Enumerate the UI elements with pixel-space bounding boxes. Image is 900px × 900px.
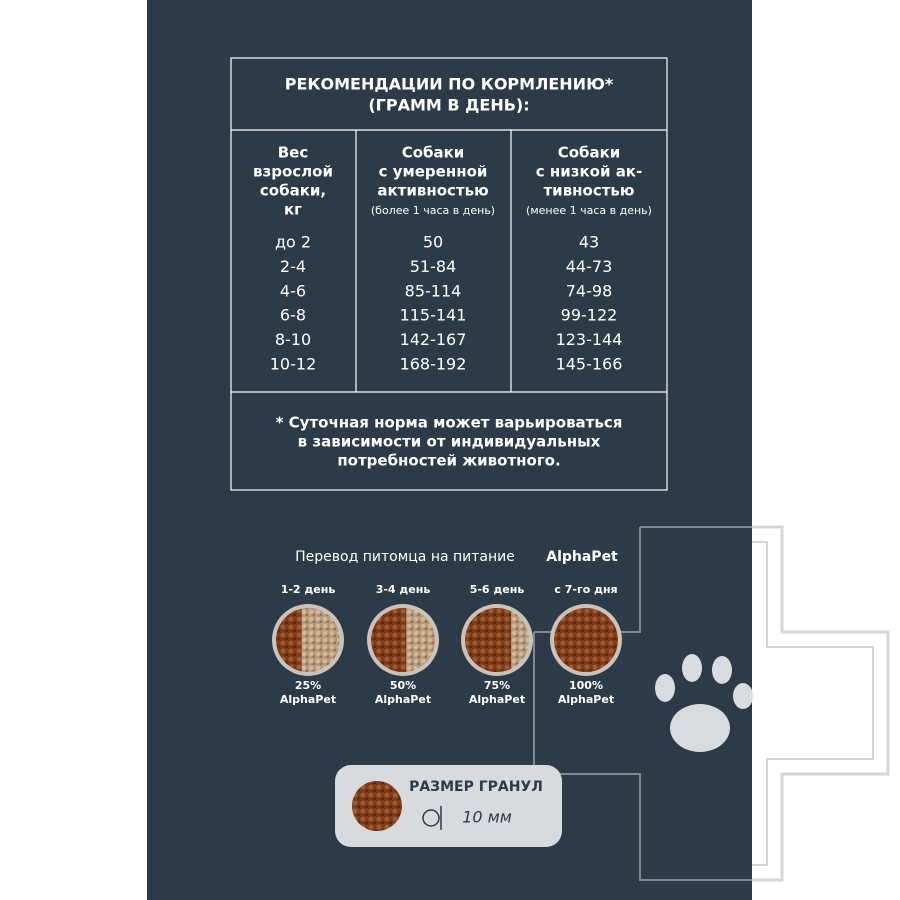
table-cell: 4-6 <box>280 281 306 300</box>
table-cell: 115-141 <box>400 306 467 325</box>
stage-percent: 100% <box>569 679 603 692</box>
column-header: кг <box>284 201 302 219</box>
stage-day: 3-4 день <box>376 583 431 596</box>
table-cell: 168-192 <box>400 355 467 374</box>
table-cell: 8-10 <box>275 330 311 349</box>
table-cell: 145-166 <box>556 355 623 374</box>
table-cell: 74-98 <box>566 281 613 300</box>
table-cell: 142-167 <box>400 330 467 349</box>
footnote: в зависимости от индивидуальных <box>298 433 601 451</box>
granule-card <box>335 765 562 847</box>
transition-title: Перевод питомца на питание <box>295 549 515 565</box>
table-cell: 43 <box>579 233 599 252</box>
granule-image <box>352 781 402 831</box>
table-cell: 50 <box>423 233 443 252</box>
table-cell: до 2 <box>275 233 311 252</box>
column-note: (более 1 часа в день) <box>371 204 495 217</box>
table-cell: 51-84 <box>410 257 457 276</box>
stage-day: 5-6 день <box>470 583 525 596</box>
column-header: Вес <box>278 144 309 162</box>
transition-brand: AlphaPet <box>546 549 618 565</box>
panel <box>147 0 752 900</box>
table-cell: 123-144 <box>556 330 623 349</box>
table-cell: 2-4 <box>280 257 306 276</box>
stage-image <box>272 604 344 676</box>
stage-day: 1-2 день <box>281 583 336 596</box>
stage-image <box>367 604 439 676</box>
stage-brand: AlphaPet <box>558 693 614 706</box>
stage-image <box>550 604 622 676</box>
column-note: (менее 1 часа в день) <box>526 204 652 217</box>
table-cell: 10-12 <box>270 355 317 374</box>
stage-percent: 75% <box>484 679 510 692</box>
column-header: собаки, <box>260 182 326 200</box>
stage-day: с 7-го дня <box>554 583 617 596</box>
food-brown <box>554 608 618 672</box>
title-line: РЕКОМЕНДАЦИИ ПО КОРМЛЕНИЮ* <box>285 75 614 94</box>
column-header: тивностью <box>543 182 634 200</box>
column-header: Собаки <box>558 144 621 162</box>
paw-icon <box>655 654 753 752</box>
stage-brand: AlphaPet <box>375 693 431 706</box>
granule-size: 10 мм <box>462 808 512 827</box>
column-header: с умеренной <box>379 163 488 181</box>
column-header: взрослой <box>253 163 333 181</box>
table-frame <box>230 57 668 491</box>
column-header: с низкой ак- <box>536 163 642 181</box>
table-cell: 44-73 <box>566 257 613 276</box>
table-cell: 6-8 <box>280 306 306 325</box>
stage-brand: AlphaPet <box>280 693 336 706</box>
granule-title: РАЗМЕР ГРАНУЛ <box>409 779 543 795</box>
table-cell: 99-122 <box>561 306 618 325</box>
size-icon <box>422 806 442 830</box>
footnote: * Суточная норма может варьироваться <box>276 414 623 432</box>
stage-brand: AlphaPet <box>469 693 525 706</box>
stage-percent: 50% <box>390 679 416 692</box>
column-header: активностью <box>377 182 488 200</box>
stage-image <box>461 604 533 676</box>
footnote: потребностей животного. <box>337 452 560 470</box>
stage-percent: 25% <box>295 679 321 692</box>
table-cell: 85-114 <box>405 281 462 300</box>
column-header: Собаки <box>402 144 465 162</box>
title-line: (ГРАММ В ДЕНЬ): <box>368 96 529 115</box>
